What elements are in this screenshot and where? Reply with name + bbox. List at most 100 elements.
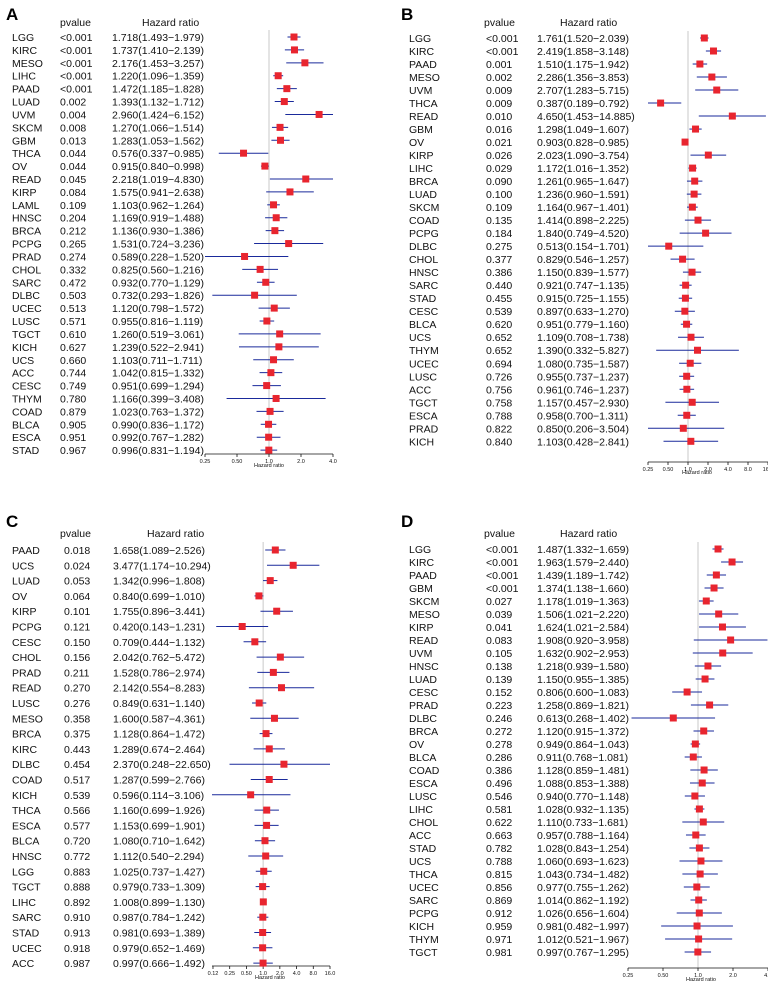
x-tick-label: 8.0 xyxy=(744,467,752,473)
hazard-ratio-label: 1.150(0.839−1.577) xyxy=(537,267,629,279)
pvalue-label: 0.951 xyxy=(60,432,86,444)
cancer-type-label: MESO xyxy=(409,609,440,621)
pvalue-label: 0.105 xyxy=(486,648,512,660)
cancer-type-label: SARC xyxy=(409,280,439,292)
hazard-ratio-label: 1.025(0.737−1.427) xyxy=(113,866,205,878)
hazard-ratio-label: 1.103(0.711−1.711) xyxy=(112,355,202,367)
hazard-ratio-label: 1.153(0.699−1.901) xyxy=(113,820,205,832)
hazard-ratio-marker xyxy=(704,662,712,670)
pvalue-label: 0.139 xyxy=(486,674,512,686)
pvalue-label: 0.152 xyxy=(486,687,512,699)
cancer-type-label: UVM xyxy=(409,85,432,97)
cancer-type-label: KIRP xyxy=(12,187,37,199)
hazard-ratio-label: 1.014(0.862−1.192) xyxy=(537,895,629,907)
panel-rows: LGG <0.001 1.761(1.520−2.039) KIRC <0.001 2.4… xyxy=(409,33,635,448)
x-tick-label: 0.25 xyxy=(224,971,235,977)
cancer-type-label: SARC xyxy=(409,895,439,907)
pvalue-label: <0.001 xyxy=(486,46,519,58)
cancer-type-label: THCA xyxy=(12,148,41,160)
cancer-type-label: LGG xyxy=(409,33,431,45)
cancer-type-label: KICH xyxy=(12,342,37,354)
panel-label: B xyxy=(401,5,413,24)
cancer-type-label: LUSC xyxy=(409,371,437,383)
cancer-type-label: SKCM xyxy=(409,596,439,608)
cancer-type-label: BRCA xyxy=(409,176,438,188)
hazard-ratio-marker xyxy=(681,138,689,146)
hazard-ratio-marker xyxy=(665,242,673,250)
hazard-ratio-label: 1.128(0.864−1.472) xyxy=(113,729,205,741)
pvalue-label: 0.744 xyxy=(60,368,86,380)
pvalue-label: 0.272 xyxy=(486,726,512,738)
pvalue-label: 0.265 xyxy=(60,239,86,251)
hazard-ratio-marker xyxy=(301,59,309,67)
cancer-type-label: THCA xyxy=(12,805,41,817)
panel-c: C pvalue Hazard ratio PAAD 0.018 1.658(1.0… xyxy=(6,512,335,981)
hazard-ratio-marker xyxy=(267,369,275,377)
hazard-ratio-marker xyxy=(286,188,294,196)
cancer-type-label: HNSC xyxy=(409,267,439,279)
cancer-type-label: HNSC xyxy=(409,661,439,673)
x-tick-label: 1.0 xyxy=(694,973,702,979)
cancer-type-label: COAD xyxy=(12,775,43,787)
cancer-type-label: LIHC xyxy=(12,71,36,83)
hazard-ratio-marker xyxy=(315,110,323,118)
hazard-ratio-marker xyxy=(727,636,735,644)
cancer-type-label: LUAD xyxy=(409,189,437,201)
cancer-type-label: HNSC xyxy=(12,213,42,225)
hazard-ratio-marker xyxy=(710,584,718,592)
x-tick-label: 1.0 xyxy=(265,459,273,465)
pvalue-label: 0.772 xyxy=(64,851,90,863)
hazard-ratio-marker xyxy=(688,398,696,406)
panel-label: A xyxy=(6,5,18,24)
hazard-ratio-marker xyxy=(290,33,298,41)
pvalue-label: 0.581 xyxy=(486,804,512,816)
hazard-ratio-label: 0.732(0.293−1.826) xyxy=(112,290,204,302)
cancer-type-label: LIHC xyxy=(409,163,433,175)
cancer-type-label: TGCT xyxy=(12,882,41,894)
hazard-ratio-marker xyxy=(696,60,704,68)
hazard-ratio-label: 0.825(0.560−1.216) xyxy=(112,264,204,276)
pvalue-label: 0.386 xyxy=(486,765,512,777)
hazard-ratio-marker xyxy=(275,343,283,351)
pvalue-label: 0.027 xyxy=(486,596,512,608)
hazard-ratio-label: 1.658(1.089−2.526) xyxy=(113,545,205,557)
hazard-ratio-label: 2.707(1.283−5.715) xyxy=(537,85,629,97)
hazard-ratio-label: 1.963(1.579−2.440) xyxy=(537,557,629,569)
x-tick-label: 0.25 xyxy=(200,459,211,465)
hazard-ratio-label: 0.981(0.693−1.389) xyxy=(113,928,205,940)
hazard-ratio-marker xyxy=(728,558,736,566)
hazard-ratio-label: 1.042(0.815−1.332) xyxy=(112,368,204,380)
cancer-type-label: PCPG xyxy=(12,622,42,634)
hazard-ratio-marker xyxy=(691,177,699,185)
hazard-ratio-label: 0.979(0.652−1.469) xyxy=(113,943,205,955)
hazard-ratio-marker xyxy=(271,227,279,235)
hazard-ratio-marker xyxy=(699,818,707,826)
hazard-ratio-marker xyxy=(695,909,703,917)
pvalue-label: 0.749 xyxy=(60,381,86,393)
hazard-ratio-marker xyxy=(700,727,708,735)
hazard-ratio-label: 1.298(1.049−1.607) xyxy=(537,124,629,136)
pvalue-label: 0.971 xyxy=(486,934,512,946)
cancer-type-label: STAD xyxy=(409,293,437,305)
pvalue-label: 0.455 xyxy=(486,293,512,305)
cancer-type-label: STAD xyxy=(12,445,40,457)
hazard-ratio-marker xyxy=(302,175,310,183)
hazard-ratio-label: 0.850(0.206−3.504) xyxy=(537,423,629,435)
pvalue-label: 0.375 xyxy=(64,729,90,741)
cancer-type-label: KIRP xyxy=(409,150,434,162)
hazard-ratio-label: 0.992(0.767−1.282) xyxy=(112,432,204,444)
cancer-type-label: UVM xyxy=(409,648,432,660)
pvalue-label: 0.009 xyxy=(486,85,512,97)
cancer-type-label: BRCA xyxy=(12,226,41,238)
panel-b: B pvalue Hazard ratio LGG <0.001 1.761(1.5… xyxy=(401,5,768,476)
pvalue-label: 0.002 xyxy=(486,72,512,84)
pvalue-label: 0.869 xyxy=(486,895,512,907)
hazard-ratio-marker xyxy=(689,753,697,761)
hazard-ratio-label: 1.120(0.915−1.372) xyxy=(537,726,629,738)
cancer-type-label: LUAD xyxy=(12,97,40,109)
hazard-ratio-marker xyxy=(694,216,702,224)
x-tick-label: 0.50 xyxy=(658,973,669,979)
pvalue-label: 0.856 xyxy=(486,882,512,894)
hazard-ratio-marker xyxy=(265,446,273,454)
pvalue-label: 0.064 xyxy=(64,591,90,603)
